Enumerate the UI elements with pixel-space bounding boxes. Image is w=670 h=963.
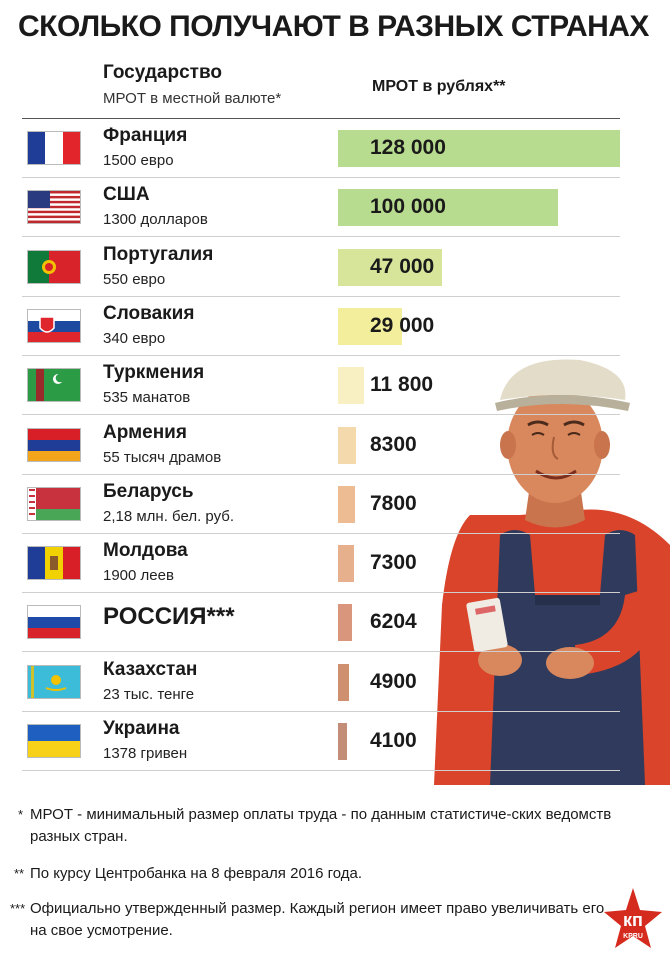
row-divider [22,473,620,475]
local-currency-value: 1300 долларов [103,211,208,229]
local-currency-value: 550 евро [103,270,166,288]
ruble-value-label: 7800 [370,491,417,515]
ruble-value-label: 29 000 [370,313,435,337]
row-divider [22,177,620,178]
chart-row: Франция 1500 евро 128 000 [0,119,670,178]
ruble-value-label: 4900 [370,669,417,693]
local-currency-header: МРОТ в местной валюте* [103,90,282,107]
country-name: Украина [103,718,180,739]
header-divider [22,118,620,119]
local-currency-value: 2,18 млн. бел. руб. [103,507,235,525]
row-divider [22,651,620,653]
usa-flag-icon [28,191,80,224]
local-currency-value: 535 манатов [103,389,191,407]
value-bar [338,545,355,583]
value-bar [338,723,348,760]
country-column-header: Государство [103,62,222,83]
moldova-flag-icon [28,547,80,580]
chart-row: Казахстан 23 тыс. тенге 4900 [0,653,670,712]
ruble-value-label: 128 000 [370,136,446,159]
value-bar [338,248,442,286]
local-currency-value: 1900 леев [103,567,174,585]
value-bar [338,426,357,464]
value-bar [338,367,364,405]
ruble-value-label: 100 000 [370,195,446,219]
row-divider [22,592,620,594]
kazakhstan-flag-icon [28,665,80,698]
country-name: Казахстан [103,658,198,680]
svg-text:кп: кп [623,910,643,930]
chart-row: Украина 1378 гривен 4100 [0,712,670,771]
local-currency-value: 1500 евро [103,152,174,169]
ruble-value-label: 4100 [370,729,417,752]
ukraine-flag-icon [28,725,80,757]
footnote-3-text: Официально утвержденный размер. Каждый р… [30,900,605,939]
country-name: Беларусь [103,480,194,502]
value-bar [338,130,620,167]
chart-row: РОССИЯ*** 6204 [0,593,670,653]
armenia-flag-icon [28,428,80,461]
row-divider [22,710,620,712]
footnote-1-mark: * [18,807,24,822]
slovakia-flag-icon [28,309,80,342]
ruble-value-label: 7300 [370,551,417,575]
chart-row: Беларусь 2,18 млн. бел. руб. 7800 [0,475,670,534]
worker-illustration [434,359,670,785]
belarus-flag-icon [28,487,80,520]
france-flag-icon [28,132,80,164]
chart-row: Туркмения 535 манатов 11 800 [0,356,670,416]
country-name: РОССИЯ*** [103,603,235,631]
row-divider [22,295,620,297]
chart-row: Молдова 1900 леев 7300 [0,534,670,594]
country-name: Франция [103,125,188,146]
footnote-1-text: МРОТ - минимальный размер оплаты труда -… [30,806,612,845]
value-bar [338,485,356,523]
rubles-column-header: МРОТ в рублях** [372,78,506,95]
local-currency-value: 23 тыс. тенге [103,685,195,703]
chart-row: Португалия 550 евро 47 000 [0,238,670,297]
row-divider [22,770,620,771]
country-name: Португалия [103,243,214,265]
ruble-value-label: 8300 [370,432,417,456]
country-name: Словакия [103,302,195,324]
footnote-2-mark: ** [14,866,25,881]
local-currency-value: 55 тысяч драмов [103,448,222,466]
row-divider [22,532,620,534]
ruble-value-label: 11 800 [370,373,434,397]
chart-row: Словакия 340 евро 29 000 [0,297,670,356]
country-name: Армения [103,421,187,443]
row-divider [22,354,620,356]
value-bar [338,604,352,642]
footnote-2-text: По курсу Центробанка на 8 февраля 2016 г… [30,865,363,882]
row-divider [22,414,620,416]
value-bar [338,663,349,701]
country-name: Туркмения [103,362,205,384]
ruble-value-label: 6204 [370,610,417,634]
footnote-3-mark: *** [10,901,26,916]
local-currency-value: 340 евро [103,329,166,347]
country-name: США [103,184,150,206]
portugal-flag-icon [28,250,80,283]
row-divider [22,236,620,238]
footnote-3: *** Официально утвержденный размер. Кажд… [10,898,610,942]
value-bar [338,189,559,227]
turkmenistan-flag-icon [28,369,80,402]
kp-logo: кп KPRU [604,888,662,948]
russia-flag-icon [28,606,80,639]
country-name: Молдова [103,540,188,562]
ruble-value-label: 47 000 [370,254,435,278]
page-title: СКОЛЬКО ПОЛУЧАЮТ В РАЗНЫХ СТРАНАХ [18,10,649,43]
footnote-2: ** По курсу Центробанка на 8 февраля 201… [14,863,630,885]
local-currency-value: 1378 гривен [103,745,188,762]
value-bar [338,307,402,345]
svg-text:KPRU: KPRU [623,933,643,940]
chart-row: Армения 55 тысяч драмов 8300 [0,416,670,475]
chart-row: США 1300 долларов 100 000 [0,178,670,238]
footnote-1: * МРОТ - минимальный размер оплаты труда… [18,804,630,848]
